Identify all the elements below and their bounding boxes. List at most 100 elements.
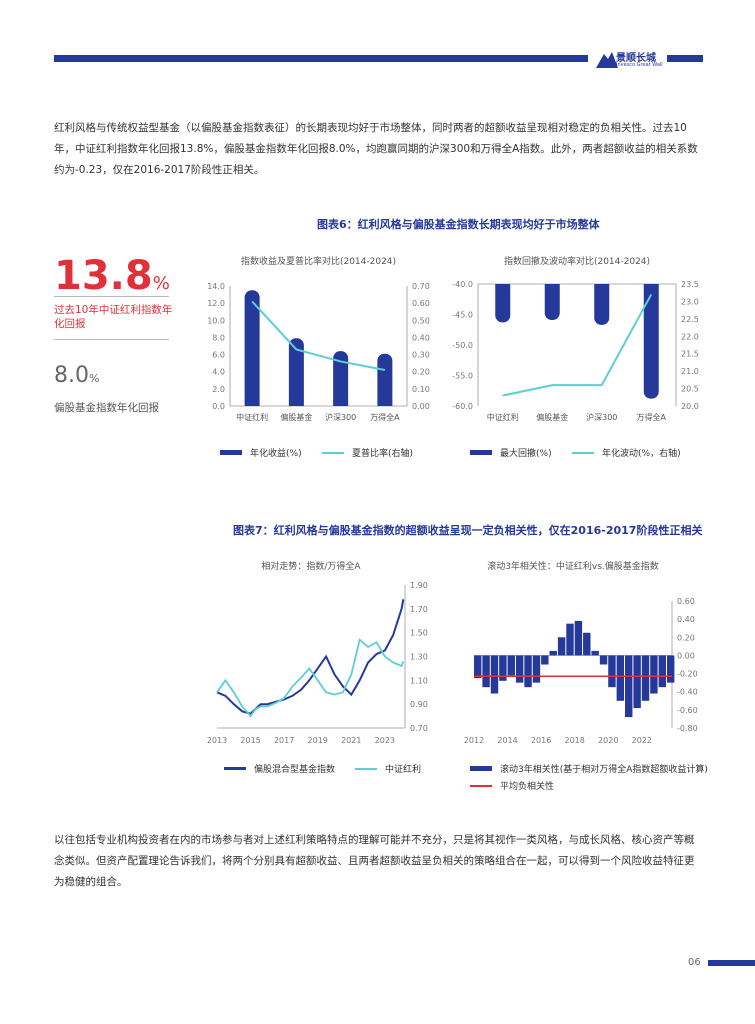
y2-tick-label: 0.50 [412,316,430,325]
y-tick-label: 12.0 [207,299,225,308]
bar-rolling-correlation [482,655,490,688]
intro-paragraph: 红利风格与传统权益型基金（以偏股基金指数表征）的长期表现均好于市场整体，同时两者… [54,122,698,176]
y2-tick-label: 0.70 [412,282,430,291]
stat-fund-unit: % [89,372,100,385]
y2-tick-label: 0.40 [412,333,430,342]
bar-max-drawdown-base [643,284,659,290]
bar-rolling-correlation [515,655,524,683]
y2-tick-label: 23.5 [681,280,699,289]
chart-relative-trend: 相对走势：指数/万得全A 0.70 0.90 1.10 1.30 1.50 1.70 1.90… [207,560,428,745]
bar-max-drawdown-base [544,284,560,290]
y-tick-label: 2.0 [212,385,225,394]
legend-fund-index: 偏股混合型基金指数 [224,762,335,775]
y-tick-label: 0.0 [212,402,225,411]
bar-annual-return-base [244,400,260,406]
bar-rolling-correlation [650,655,658,694]
legend-dividend-index: 中证红利 [355,762,421,775]
y-tick-label: 1.50 [410,629,428,638]
y2-tick-label: 22.0 [681,332,699,341]
legend-label: 滚动3年相关性(基于相对万得全A指数超额收益计算) [500,765,708,775]
x-tick-label: 2012 [464,736,484,745]
y-tick-label: -0.80 [677,724,698,733]
y2-tick-label: 0.60 [412,299,430,308]
logo-text: 景顺长城 [616,53,656,64]
y-tick-label: -0.60 [677,706,698,715]
y2-tick-label: 0.20 [412,368,430,377]
bar-rolling-correlation [490,655,499,694]
bar-rolling-correlation [633,655,641,709]
legend-label: 中证红利 [385,765,422,775]
x-tick-label: 2021 [341,736,361,745]
y-tick-label: 0.90 [410,700,428,709]
x-tick-label: 万得全A [370,412,400,422]
x-tick-label: 2017 [274,736,294,745]
legend-label: 最大回撤(%) [500,449,552,459]
legend-swatch [470,784,492,787]
x-tick-label: 沪深300 [586,412,617,422]
y2-tick-label: 21.5 [681,350,699,359]
bar-rolling-correlation [641,655,650,701]
bar-rolling-correlation [474,655,482,679]
x-tick-label: 偏股基金 [280,412,312,422]
header-bar [54,55,588,62]
closing-paragraph: 以往包括专业机构投资者在内的市场参与者对上述红利策略特点的理解可能并不充分，只是… [54,834,695,888]
x-tick-label: 万得全A [637,412,667,422]
chart-title: 指数收益及夏普比率对比(2014-2024) [241,255,396,267]
x-tick-label: 中证红利 [487,412,519,422]
legend-label: 年化收益(%) [250,449,302,459]
y-tick-label: 8.0 [212,333,225,342]
y2-tick-label: 22.5 [681,315,699,324]
legend-rolling-corr: 滚动3年相关性(基于相对万得全A指数超额收益计算) [470,762,708,775]
bar-rolling-correlation [666,655,675,683]
bar-max-drawdown [544,284,560,320]
legend-swatch [224,767,246,770]
bar-max-drawdown [643,284,659,399]
y2-tick-label: 23.0 [681,297,699,306]
y-tick-label: 14.0 [207,282,225,291]
line-fund-index [216,599,405,715]
legend-swatch [220,450,242,455]
bar-rolling-correlation [566,623,574,656]
legend-volatility: 年化波动(%，右轴) [572,446,681,459]
y2-tick-label: 20.5 [681,385,699,394]
bar-annual-return-base [288,400,304,406]
y-tick-label: 1.10 [410,676,428,685]
y-tick-label: -55.0 [452,372,473,381]
stat-fund-caption: 偏股基金指数年化回报 [54,402,159,414]
y2-tick-label: 21.0 [681,367,699,376]
y-tick-label: 6.0 [212,351,225,360]
page-number: 06 [688,957,701,968]
bar-rolling-correlation [574,620,583,656]
y-tick-label: 0.60 [677,597,695,606]
x-tick-label: 沪深300 [325,412,356,422]
y-tick-label: -0.20 [677,670,698,679]
bar-rolling-correlation [557,637,566,656]
y-tick-label: 10.0 [207,316,225,325]
legend-label: 平均负相关性 [500,782,555,792]
chart-rolling-correlation: 滚动3年相关性：中证红利vs.偏股基金指数 -0.80 -0.60 -0.40 -0.2… [464,560,698,745]
bar-annual-return-base [333,400,349,406]
stat-dividend-return: 13.8% [54,254,170,306]
logo-subtext: Invesco Great Wall [616,62,663,68]
legend-sharpe: 夏普比率(右轴) [322,446,413,459]
y-tick-label: -0.40 [677,688,698,697]
legend-return: 年化收益(%) [220,446,302,459]
y-tick-label: -60.0 [452,402,473,411]
legend-drawdown: 最大回撤(%) [470,446,552,459]
stat-dividend-value: 13.8 [54,253,153,299]
legend-label: 夏普比率(右轴) [352,449,414,459]
legend-label: 年化波动(%，右轴) [602,449,681,459]
x-tick-label: 中证红利 [236,412,268,422]
bar-rolling-correlation [658,655,667,688]
y2-tick-label: 20.0 [681,402,699,411]
y-tick-label: 1.30 [410,653,428,662]
stat-dividend-unit: % [152,273,170,294]
bar-max-drawdown-base [495,284,511,290]
line-dividend-index [216,638,405,718]
y2-tick-label: 0.00 [412,402,430,411]
bar-rolling-correlation [507,655,515,676]
x-tick-label: 2015 [240,736,260,745]
stat-dividend-caption: 过去10年中证红利指数年化回报 [54,304,173,330]
y2-tick-label: 0.10 [412,385,430,394]
figure6-title: 图表6：红利风格与偏股基金指数长期表现均好于市场整体 [317,218,600,231]
